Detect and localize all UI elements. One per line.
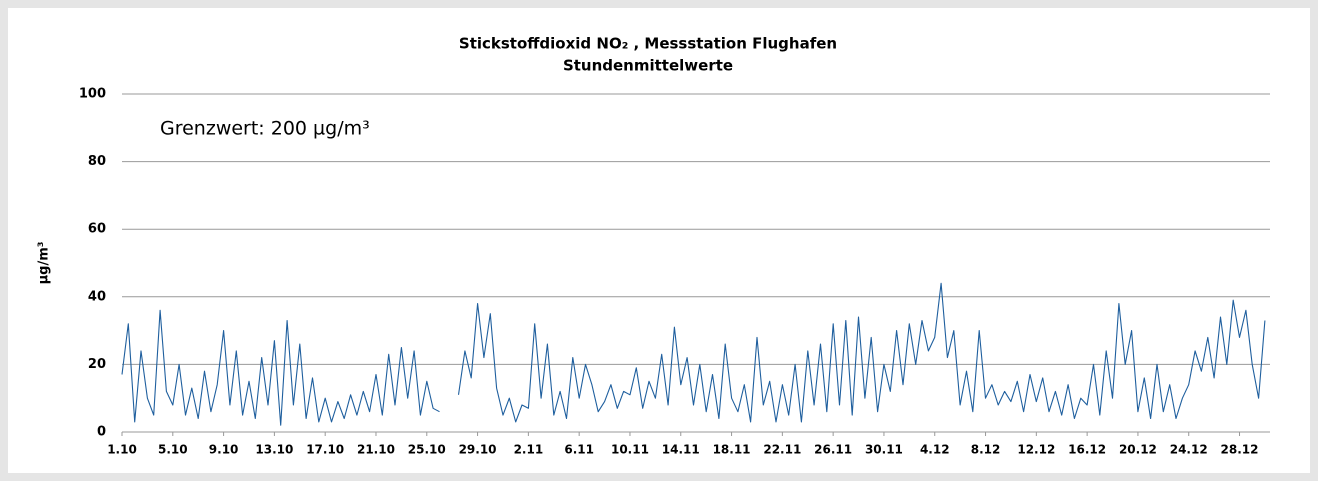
x-tick-label: 10.11 [611,443,649,457]
y-tick-label: 40 [88,289,106,304]
series-line [121,282,1266,426]
x-tick-label: 20.12 [1119,443,1157,457]
chart-title: Stickstoffdioxid NO₂ , Messstation Flugh… [459,35,837,53]
x-tick-label: 8.12 [971,443,1001,457]
y-tick-label: 100 [79,87,106,102]
panel [8,8,1310,473]
x-tick-label: 25.10 [408,443,446,457]
x-tick-label: 18.11 [713,443,751,457]
x-tick-label: 30.11 [865,443,903,457]
x-tick-label: 4.12 [920,443,950,457]
y-tick-label: 60 [88,222,106,237]
x-tick-label: 26.11 [814,443,852,457]
x-tick-label: 29.10 [459,443,497,457]
x-tick-label: 14.11 [662,443,700,457]
y-axis-label: µg/m³ [37,242,52,285]
x-tick-label: 1.10 [107,443,137,457]
annotation: Grenzwert: 200 µg/m³ [160,118,370,140]
x-tick-label: 22.11 [763,443,801,457]
x-tick-label: 13.10 [255,443,293,457]
x-tick-label: 17.10 [306,443,344,457]
x-tick-label: 2.11 [514,443,544,457]
y-tick-label: 80 [88,154,106,169]
x-tick-label: 28.12 [1221,443,1259,457]
x-tick-label: 5.10 [158,443,188,457]
y-tick-label: 20 [88,357,106,372]
y-tick-label: 0 [97,425,106,440]
chart-subtitle: Stundenmittelwerte [563,57,733,75]
x-tick-label: 21.10 [357,443,395,457]
x-tick-label: 16.12 [1068,443,1106,457]
x-tick-label: 24.12 [1170,443,1208,457]
x-tick-label: 9.10 [209,443,239,457]
x-tick-label: 12.12 [1017,443,1055,457]
x-tick-label: 6.11 [564,443,594,457]
